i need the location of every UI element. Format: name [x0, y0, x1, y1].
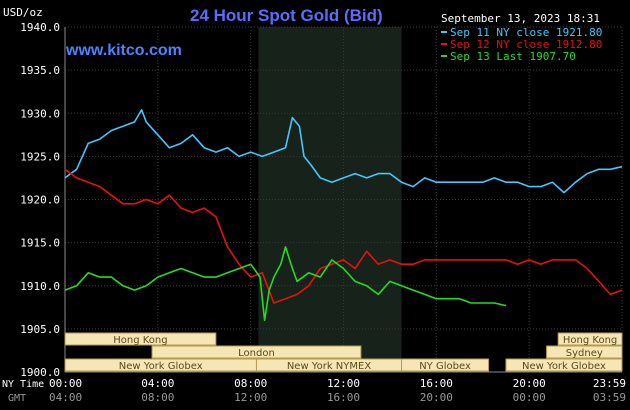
- series-line-2: [64, 168, 623, 304]
- market-band-label: Sydney: [566, 348, 603, 359]
- series-line-3: [64, 246, 507, 322]
- y-axis: 1940.0 1935.0 1930.0 1925.0 1920.0 1915.0 1910…: [20, 21, 60, 379]
- y-tick-label: 1930.0: [20, 107, 60, 120]
- grid-lines: [64, 26, 623, 373]
- market-band-label: New York NYMEX: [287, 361, 372, 372]
- x-tick-label-gmt: 04:00: [49, 391, 82, 404]
- x-tick-label-ny: 12:00: [327, 377, 360, 390]
- chart-title: 24 Hour Spot Gold (Bid): [190, 6, 383, 25]
- watermark-text: www.kitco.com: [65, 42, 182, 59]
- market-band: [557, 332, 623, 346]
- x-tick-label-ny: 08:00: [234, 377, 267, 390]
- market-band: [151, 345, 362, 359]
- gmt-row-label: GMT: [8, 393, 26, 404]
- x-tick-label-ny: 23:59: [593, 377, 626, 390]
- y-tick-label: 1910.0: [20, 280, 60, 293]
- market-band: [64, 332, 217, 346]
- x-tick-label-ny: 16:00: [420, 377, 453, 390]
- x-tick-label-ny: 20:00: [513, 377, 546, 390]
- x-tick-label-gmt: 20:00: [420, 391, 453, 404]
- market-session-bands: Hong Kong London New York Globex New York N…: [64, 332, 623, 372]
- y-tick-label: 1900.0: [20, 366, 60, 379]
- y-tick-label: 1905.0: [20, 323, 60, 336]
- ny-time-row-label: NY Time: [2, 379, 44, 390]
- x-tick-label-gmt: 16:00: [327, 391, 360, 404]
- legend-entry: Sep 12 NY close 1912.80: [450, 38, 602, 51]
- market-band-label: NY Globex: [419, 361, 471, 372]
- y-tick-label: 1925.0: [20, 150, 60, 163]
- x-tick-label-gmt: 00:00: [513, 391, 546, 404]
- price-series: [64, 109, 623, 322]
- x-tick-label-gmt: 12:00: [234, 391, 267, 404]
- series-line-1: [64, 109, 623, 194]
- y-axis-title: USD/oz: [3, 6, 43, 19]
- y-tick-label: 1940.0: [20, 21, 60, 34]
- y-tick-label: 1920.0: [20, 194, 60, 207]
- x-tick-label-ny: 00:00: [49, 377, 82, 390]
- market-band: [505, 358, 623, 372]
- x-axis: 00:0004:0004:0008:0008:0012:0012:0016:00…: [49, 377, 626, 404]
- y-tick-label: 1935.0: [20, 64, 60, 77]
- market-band-label: Hong Kong: [563, 335, 617, 346]
- market-band-label: New York Globex: [522, 361, 606, 372]
- market-band-label: New York Globex: [119, 361, 203, 372]
- market-band: [401, 358, 490, 372]
- legend-entry: Sep 11 NY close 1921.80: [450, 26, 602, 39]
- legend-entry: Sep 13 Last 1907.70: [450, 50, 576, 63]
- x-tick-label-gmt: 03:59: [593, 391, 626, 404]
- x-tick-label-ny: 04:00: [141, 377, 174, 390]
- timestamp: September 13, 2023 18:31: [441, 12, 600, 25]
- market-band-label: Hong Kong: [113, 335, 167, 346]
- market-band: [546, 345, 623, 359]
- market-band-label: London: [238, 348, 275, 359]
- x-tick-label-gmt: 08:00: [141, 391, 174, 404]
- y-tick-label: 1915.0: [20, 237, 60, 250]
